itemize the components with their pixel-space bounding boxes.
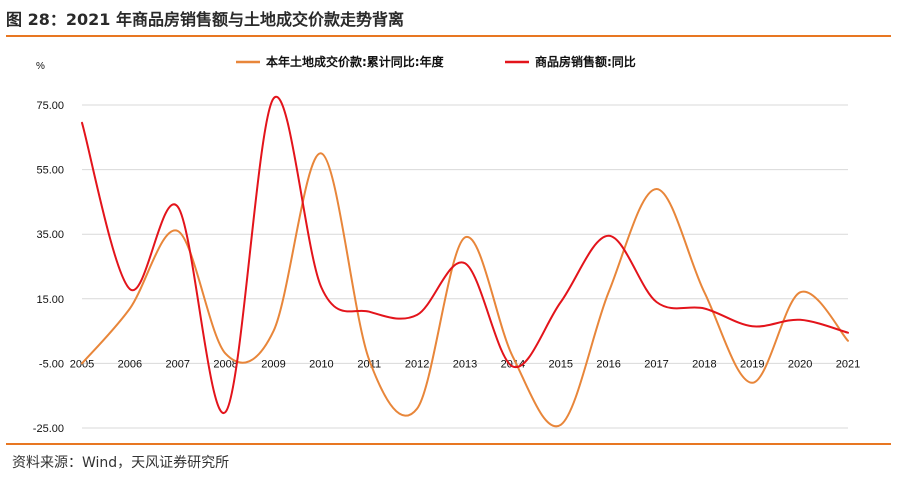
y-tick-label: -25.00 [33, 423, 64, 435]
data-point [799, 319, 801, 321]
data-point [273, 98, 275, 100]
x-tick-label: 2011 [357, 358, 381, 370]
data-point [704, 308, 706, 310]
gridlines [82, 104, 848, 429]
x-tick-label: 2010 [309, 358, 333, 370]
source-divider [6, 443, 891, 445]
x-tick-label: 2015 [549, 358, 573, 370]
x-tick-label: 2019 [740, 358, 764, 370]
data-point [81, 363, 83, 365]
data-point [751, 325, 753, 327]
x-tick-label: 2013 [453, 358, 477, 370]
y-axis-unit-label: % [36, 61, 45, 72]
y-axis-ticks: 75.00 55.00 35.00 15.00 -5.00 -25.00 [33, 100, 64, 435]
series-line-0 [81, 152, 849, 428]
x-tick-label: 2016 [596, 358, 620, 370]
data-point [225, 411, 227, 413]
data-point [608, 292, 610, 294]
source-note: 资料来源：Wind，天风证券研究所 [12, 455, 230, 471]
x-tick-label: 2021 [836, 358, 860, 370]
data-point [560, 424, 562, 426]
data-point [368, 359, 370, 361]
figure-title: 图 28：2021 年商品房销售额与土地成交价款走势背离 [6, 10, 404, 29]
legend-label: 商品房销售额:同比 [535, 54, 636, 69]
data-point [368, 311, 370, 313]
data-point [129, 288, 131, 290]
data-point [512, 356, 514, 358]
y-tick-label: 55.00 [36, 165, 64, 177]
data-point [799, 292, 801, 294]
x-tick-label: 2009 [261, 358, 285, 370]
data-point [81, 122, 83, 124]
data-point [177, 206, 179, 208]
legend: 本年土地成交价款:累计同比:年度 商品房销售额:同比 [236, 54, 636, 69]
data-point [847, 332, 849, 334]
data-point [464, 237, 466, 239]
x-tick-label: 2008 [213, 358, 237, 370]
data-point [177, 230, 179, 232]
title-divider [6, 35, 891, 37]
data-point [129, 308, 131, 310]
x-tick-label: 2007 [166, 358, 190, 370]
data-point [464, 262, 466, 264]
data-point [608, 235, 610, 237]
series-lines [81, 95, 849, 428]
data-point [656, 301, 658, 303]
x-axis-ticks: 2005 2006 2007 2008 2009 2010 2011 2012 2013 2014… [70, 358, 860, 370]
x-tick-label: 2018 [692, 358, 716, 370]
y-tick-label: -5.00 [39, 358, 64, 370]
data-point [225, 353, 227, 355]
data-point [321, 287, 323, 289]
x-tick-label: 2012 [405, 358, 429, 370]
data-point [416, 314, 418, 316]
data-point [512, 366, 514, 368]
x-tick-label: 2017 [644, 358, 668, 370]
series-line-1 [81, 95, 849, 414]
data-point [560, 301, 562, 303]
x-tick-label: 2006 [118, 358, 142, 370]
data-point [847, 340, 849, 342]
x-tick-label: 2020 [788, 358, 812, 370]
data-point [656, 188, 658, 190]
data-point [704, 292, 706, 294]
data-point [751, 382, 753, 384]
data-point [273, 330, 275, 332]
y-tick-label: 15.00 [36, 294, 64, 306]
data-point [416, 408, 418, 410]
data-point [321, 153, 323, 155]
y-tick-label: 35.00 [36, 229, 64, 241]
x-tick-label: 2005 [70, 358, 94, 370]
legend-label: 本年土地成交价款:累计同比:年度 [266, 54, 445, 69]
y-tick-label: 75.00 [36, 100, 64, 112]
